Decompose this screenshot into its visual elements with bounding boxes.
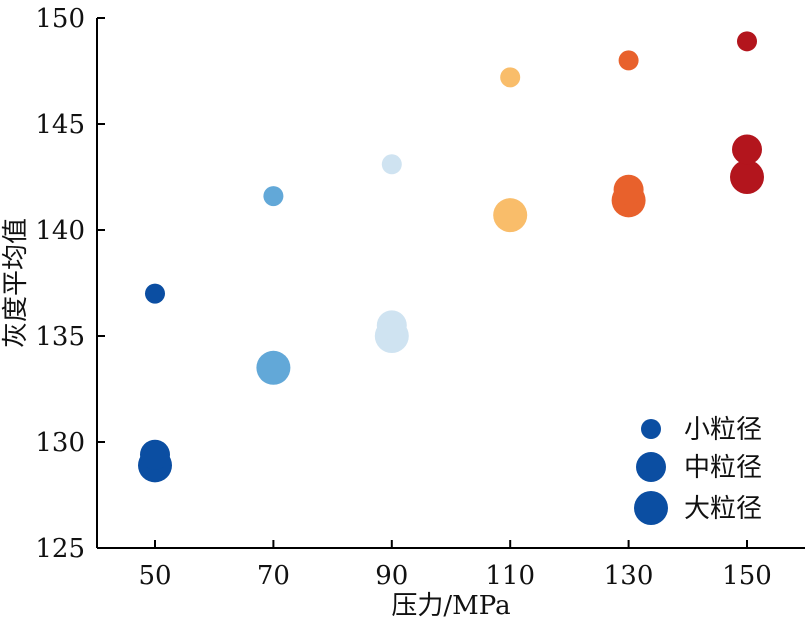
y-tick-label: 140 [35,216,85,246]
data-point [140,439,170,470]
x-tick-label: 90 [375,561,408,591]
data-points [138,31,764,483]
legend-marker [636,452,666,482]
legend-marker [641,419,661,439]
y-tick-label: 135 [35,322,85,352]
legend-label: 中粒径 [684,453,762,483]
data-point [613,174,644,205]
x-tick-label: 150 [722,561,772,591]
legend-marker [634,491,668,525]
data-point [376,310,407,341]
y-axis-title: 灰度平均值 [1,218,31,348]
data-point [145,283,165,304]
data-point [730,160,764,194]
data-point [737,31,757,52]
data-point [500,67,521,88]
x-tick-label: 130 [604,561,654,591]
data-point [495,200,526,231]
y-tick-label: 150 [35,4,85,34]
x-tick-label: 50 [138,561,171,591]
data-point [258,352,289,383]
data-point [618,50,639,71]
y-tick-label: 145 [35,110,85,140]
data-point [263,186,284,207]
x-tick-label: 110 [485,561,535,591]
axes [96,18,805,549]
ticks: 50 70 90 110 130 150 125 130 135 140 145 150 [35,4,771,591]
y-tick-label: 130 [35,428,85,458]
x-tick-label: 70 [257,561,290,591]
data-point [381,154,402,175]
y-tick-label: 125 [35,534,85,564]
legend-label: 大粒径 [684,494,762,524]
legend-label: 小粒径 [684,415,762,445]
x-axis-title: 压力/MPa [391,591,510,621]
data-point [732,134,762,165]
